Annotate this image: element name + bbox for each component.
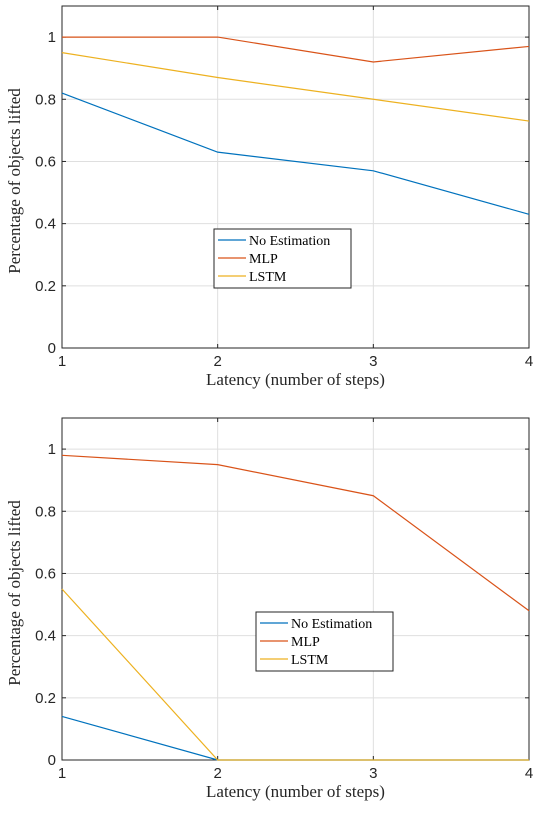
legend: No Estimation MLP LSTM bbox=[255, 611, 394, 672]
series-line-no-estimation bbox=[61, 92, 530, 215]
series-line-mlp bbox=[62, 36, 530, 63]
legend-label-no-estimation: No Estimation bbox=[249, 234, 330, 249]
legend-label-lstm: LSTM bbox=[291, 653, 329, 668]
y-tick-label: 0.6 bbox=[35, 565, 56, 582]
y-tick-label: 0 bbox=[48, 752, 56, 769]
y-axis-label: Percentage of objects lifted bbox=[5, 88, 24, 274]
y-tick-label: 0.8 bbox=[35, 503, 56, 520]
x-tick-label: 3 bbox=[369, 353, 377, 370]
legend-label-no-estimation: No Estimation bbox=[291, 617, 372, 632]
x-tick-label: 3 bbox=[369, 765, 377, 782]
legend: No Estimation MLP LSTM bbox=[213, 228, 352, 289]
series-line-mlp bbox=[61, 454, 530, 612]
y-tick-label: 0 bbox=[48, 340, 56, 357]
x-tick-label: 2 bbox=[213, 765, 221, 782]
y-tick-label: 0.4 bbox=[35, 216, 56, 233]
y-tick-label: 0.2 bbox=[35, 690, 56, 707]
x-axis-label: Latency (number of steps) bbox=[206, 370, 385, 389]
x-tick-label: 1 bbox=[58, 765, 66, 782]
legend-label-mlp: MLP bbox=[291, 635, 320, 650]
y-tick-label: 1 bbox=[48, 441, 56, 458]
x-tick-label: 4 bbox=[525, 765, 533, 782]
y-tick-label: 0.4 bbox=[35, 628, 56, 645]
x-tick-label: 1 bbox=[58, 353, 66, 370]
y-tick-label: 1 bbox=[48, 29, 56, 46]
legend-label-lstm: LSTM bbox=[249, 270, 287, 285]
y-tick-label: 0.6 bbox=[35, 153, 56, 170]
x-axis-label: Latency (number of steps) bbox=[206, 782, 385, 801]
x-tick-label: 4 bbox=[525, 353, 533, 370]
y-axis-label: Percentage of objects lifted bbox=[5, 500, 24, 686]
series-line-no-estimation bbox=[61, 715, 529, 761]
series-line-lstm bbox=[61, 52, 530, 122]
y-tick-label: 0.2 bbox=[35, 278, 56, 295]
chart-bottom: 1 2 3 4 0 0.2 0.4 0.6 0.8 1 Latency (number of ste… bbox=[5, 417, 533, 801]
legend-label-mlp: MLP bbox=[249, 252, 278, 267]
series-line-lstm bbox=[61, 588, 529, 761]
plot-frame bbox=[61, 5, 530, 349]
plot-frame bbox=[61, 417, 530, 761]
y-tick-label: 0.8 bbox=[35, 91, 56, 108]
chart-top: 1 2 3 4 0 0.2 0.4 0.6 0.8 1 Latency (number of ste… bbox=[5, 5, 533, 389]
x-tick-label: 2 bbox=[213, 353, 221, 370]
